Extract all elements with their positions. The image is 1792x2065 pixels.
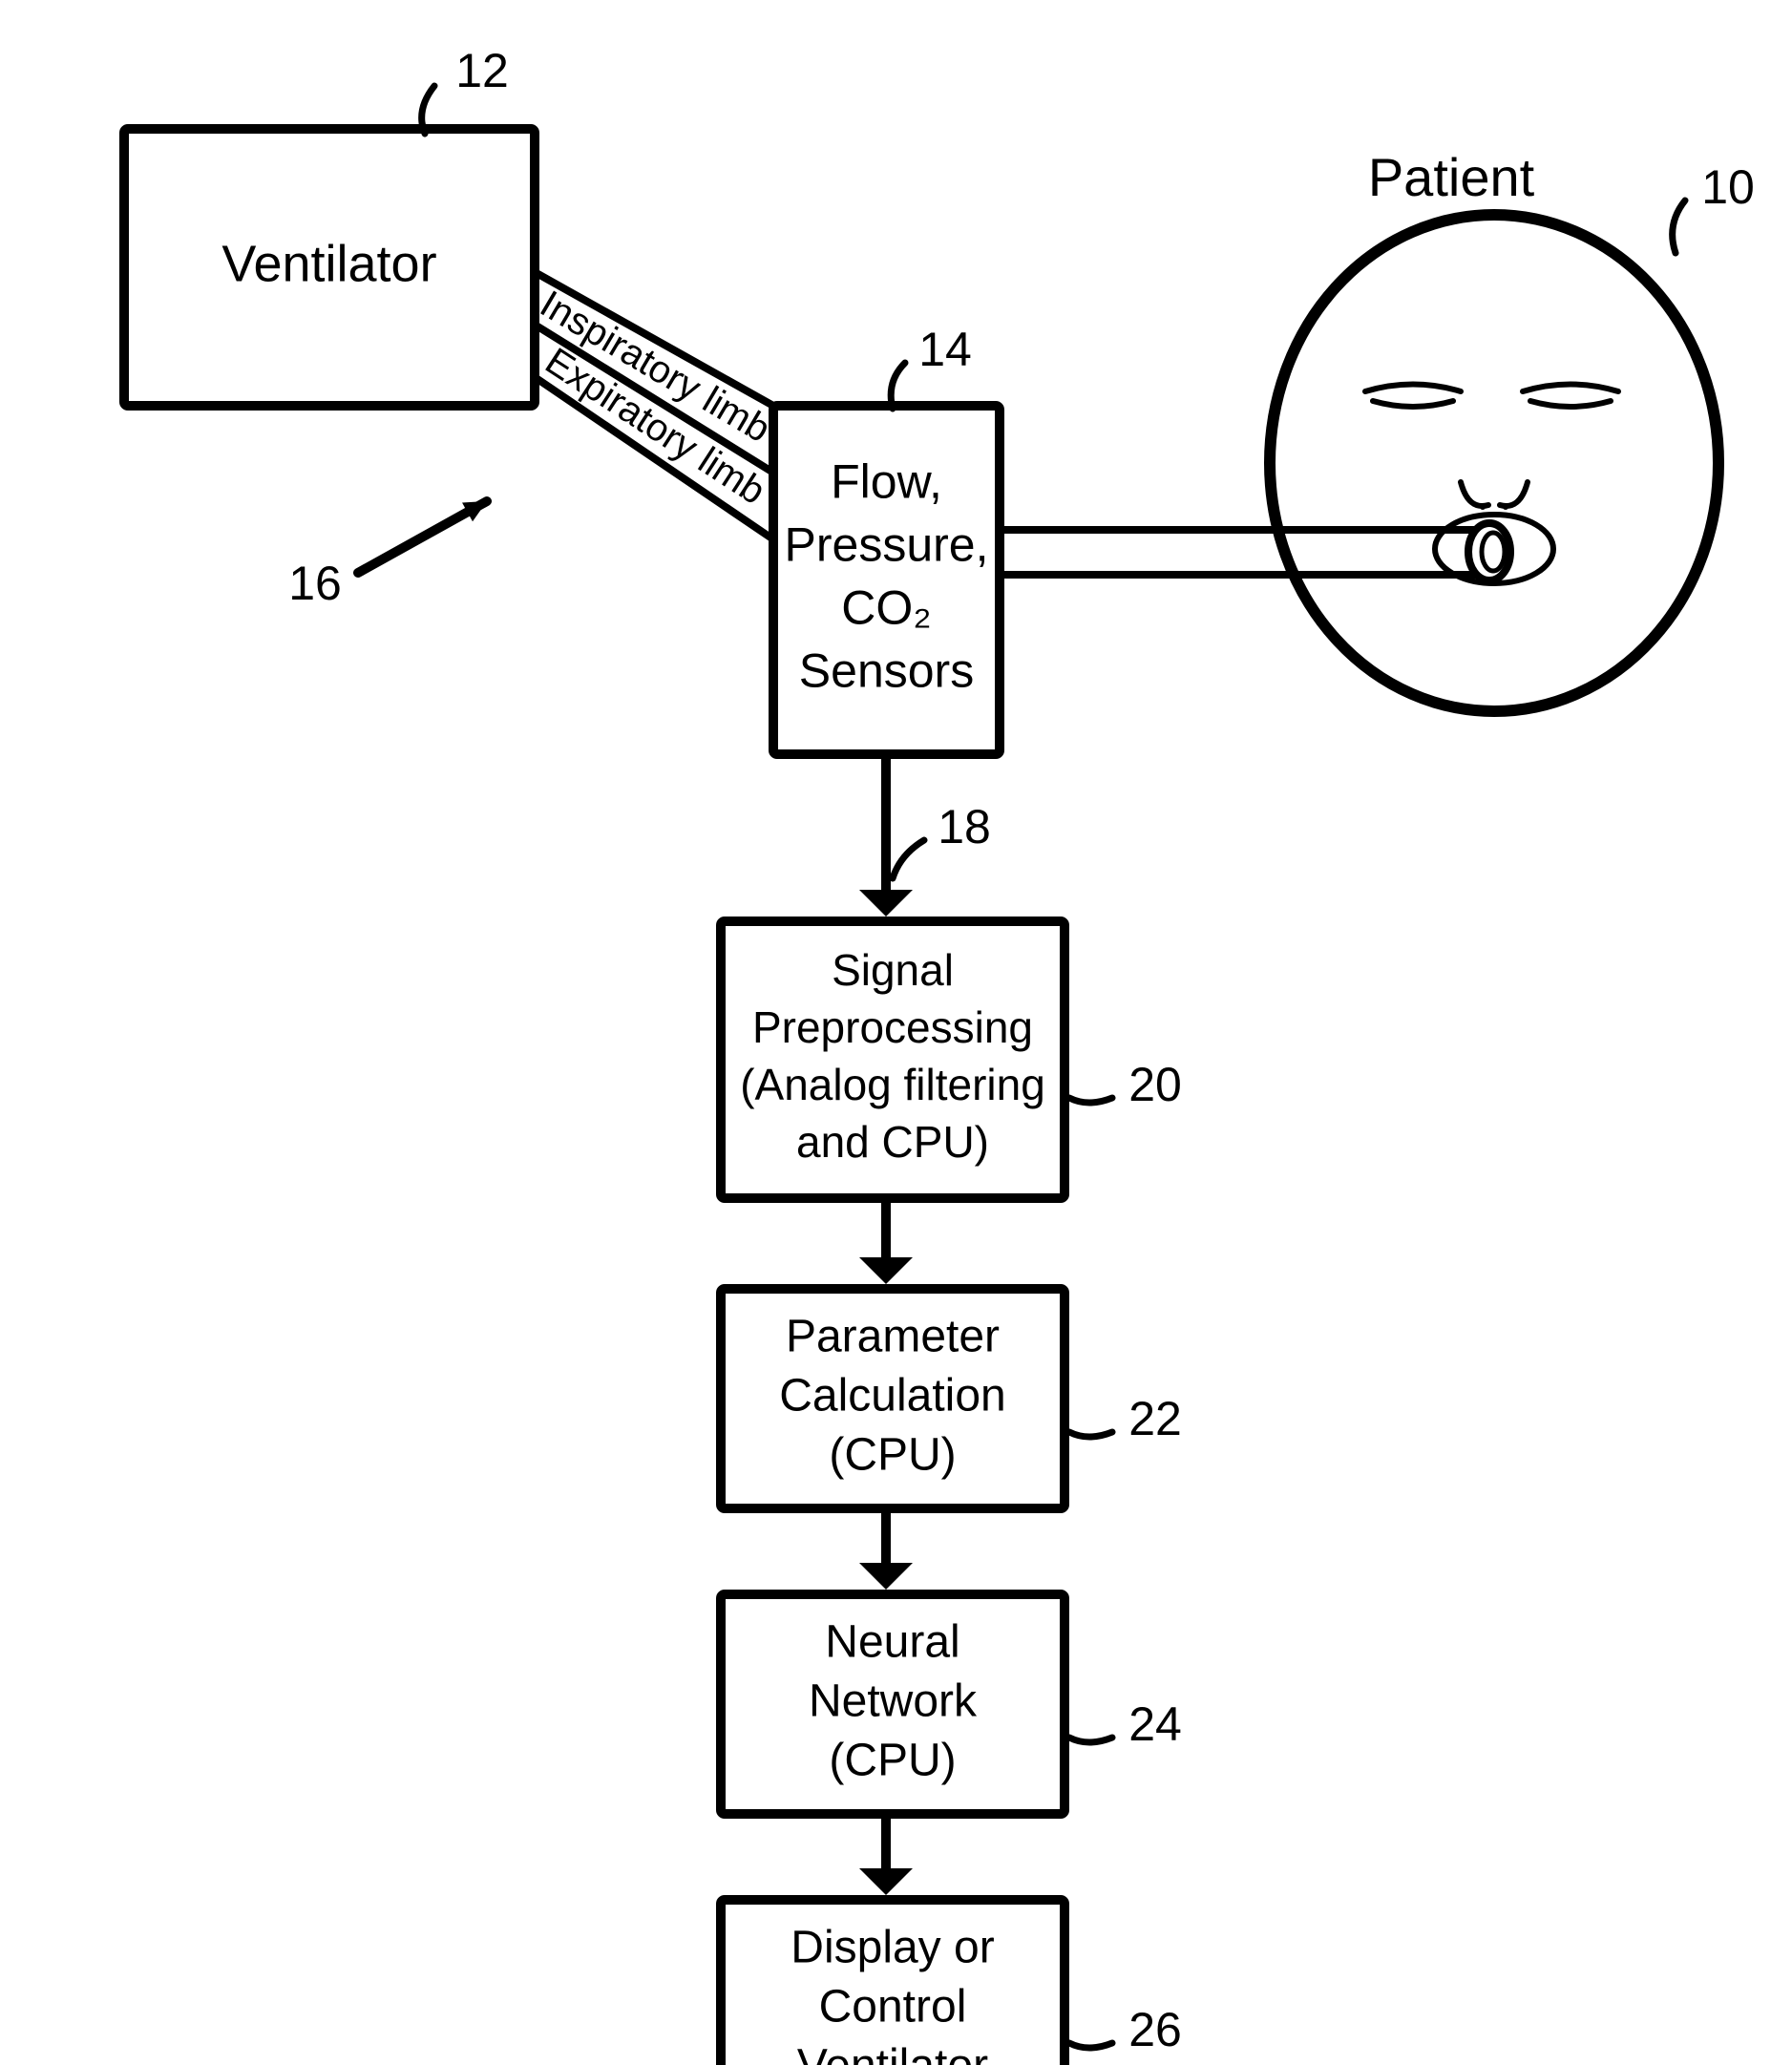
signal-preprocessing-box: Signal Preprocessing (Analog filtering and … <box>721 921 1065 1198</box>
box-label: Neural <box>825 1617 959 1668</box>
ref-number: 18 <box>938 800 991 853</box>
ref-10: 10 <box>1673 160 1755 253</box>
ref-24: 24 <box>1069 1697 1182 1751</box>
ref-number: 20 <box>1128 1058 1182 1111</box>
ref-12: 12 <box>422 44 509 134</box>
arrow-preproc-to-param <box>859 1198 913 1284</box>
ventilator-label: Ventilator <box>221 235 436 292</box>
patient-label: Patient <box>1368 147 1535 207</box>
box-label: Preprocessing <box>752 1002 1033 1052</box>
patient-icon: Patient <box>1270 147 1718 711</box>
ref-number: 14 <box>918 323 972 376</box>
box-label: (Analog filtering <box>740 1060 1045 1109</box>
box-label: Control <box>819 1982 967 2033</box>
box-label: Calculation <box>779 1371 1005 1422</box>
box-label: Display or <box>791 1923 994 1973</box>
ref-number: 26 <box>1128 2003 1182 2056</box>
box-label: CO₂ <box>841 581 931 635</box>
arrow-18 <box>859 754 913 917</box>
neural-network-box: Neural Network (CPU) <box>721 1594 1065 1814</box>
ref-14: 14 <box>891 323 972 409</box>
sensors-box: Flow, Pressure, CO₂ Sensors <box>773 406 1000 754</box>
box-label: Flow, <box>831 455 942 509</box>
breathing-limbs: Inspiratory limbExpiratory limb <box>533 272 777 539</box>
box-label: and CPU) <box>796 1117 989 1167</box>
ventilator-box: Ventilator <box>124 129 535 406</box>
box-label: Signal <box>832 945 954 995</box>
arrow-nn-to-display <box>859 1814 913 1895</box>
display-control-box: Display or Control Ventilator <box>721 1900 1065 2065</box>
box-label: Pressure, <box>785 518 989 572</box>
box-label: Network <box>809 1676 978 1727</box>
box-label: Sensors <box>799 644 974 698</box>
ref-18: 18 <box>893 800 991 878</box>
ref-number: 10 <box>1701 160 1755 214</box>
ref-20: 20 <box>1069 1058 1182 1111</box>
box-label: Ventilator <box>797 2041 988 2065</box>
box-label: (CPU) <box>829 1736 956 1786</box>
parameter-calculation-box: Parameter Calculation (CPU) <box>721 1289 1065 1508</box>
ref-number: 22 <box>1128 1392 1182 1445</box>
ref-number: 12 <box>455 44 509 97</box>
ref-16-arrow <box>358 501 487 573</box>
ref-number: 24 <box>1128 1697 1182 1751</box>
ref-16: 16 <box>288 557 342 610</box>
box-label: Parameter <box>786 1312 1000 1362</box>
ref-number: 16 <box>288 557 342 610</box>
ref-26: 26 <box>1069 2003 1182 2056</box>
arrow-param-to-nn <box>859 1508 913 1590</box>
box-label: (CPU) <box>829 1430 956 1481</box>
ref-22: 22 <box>1069 1392 1182 1445</box>
